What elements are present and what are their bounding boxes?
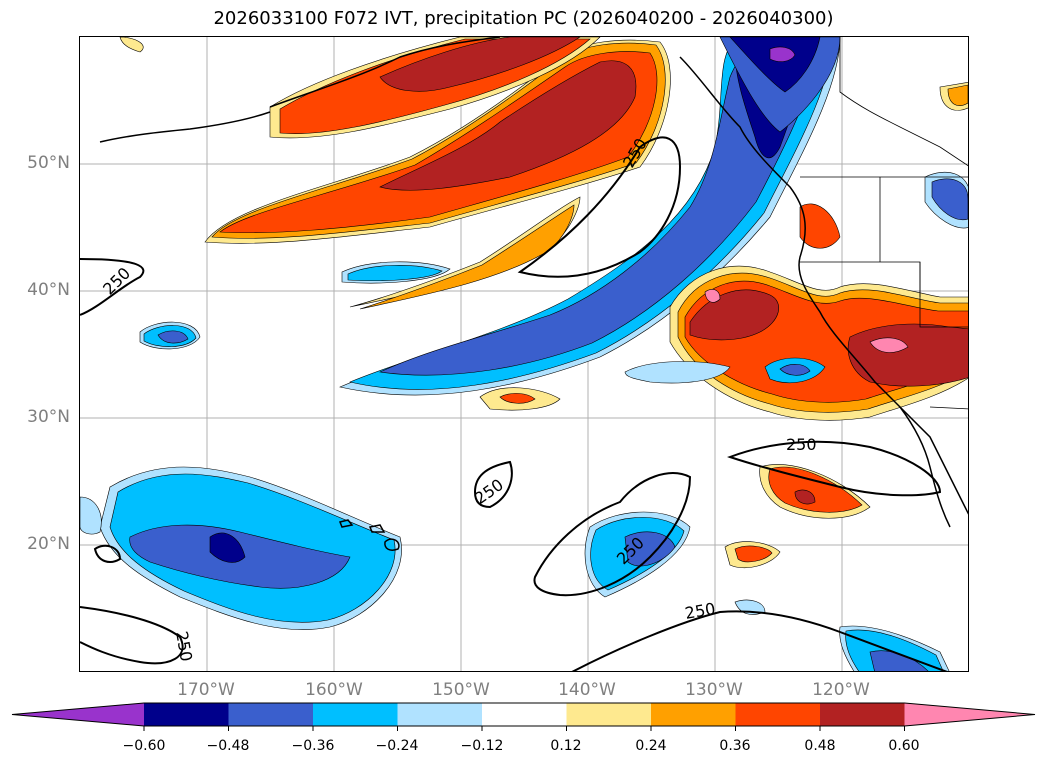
colorbar-segment [397, 703, 482, 726]
coastline-aleutians [99, 111, 271, 143]
ivt-contour-central [473, 460, 513, 509]
coastline-hawaii-1 [338, 519, 354, 528]
lat-label-20n: 20°N [27, 534, 70, 554]
colorbar-tick-label: −0.36 [291, 738, 335, 754]
colorbar-tick-label: −0.60 [122, 738, 166, 754]
ivt-contour-coastal [517, 136, 682, 278]
coastline-baja [899, 406, 951, 528]
colorbar-segment [566, 703, 651, 726]
coastline-na-west [679, 56, 968, 515]
colorbar-segment [228, 703, 313, 726]
ivt-contour-sw [80, 606, 184, 665]
colorbar-outline [11, 702, 1036, 727]
lon-label-160w: 160°W [305, 680, 363, 700]
coastlines [99, 37, 968, 551]
lat-label-50n: 50°N [27, 153, 70, 173]
positive-band-north [204, 37, 671, 244]
colorbar-segment [144, 703, 229, 726]
colorbar-segment [651, 703, 736, 726]
contour-label-se: 250 [683, 599, 716, 623]
colorbar-tick-label: 0.60 [888, 738, 920, 754]
positive-region-california [669, 265, 968, 421]
colorbar-tick-label: −0.48 [206, 738, 250, 754]
positive-band-mid [349, 196, 581, 310]
lon-label-120w: 120°W [812, 680, 870, 700]
political-borders [800, 37, 968, 410]
ivt-contours [80, 136, 948, 671]
colorbar-segment [313, 703, 398, 726]
colorbar-tick-label: 0.24 [635, 738, 667, 754]
border-us-mexico [929, 406, 968, 410]
colorbar-segment [482, 703, 567, 726]
colorbar-tick-label: 0.48 [804, 738, 836, 754]
coastline-hawaii-2 [368, 524, 386, 533]
contour-label-central: 250 [471, 475, 507, 508]
lat-label-40n: 40°N [27, 280, 70, 300]
map-panel: 250 250 250 250 250 250 250 [79, 36, 969, 672]
ivt-contour-east [727, 440, 942, 497]
ivt-contour-west [80, 258, 145, 316]
map-canvas: 250 250 250 250 250 250 250 [80, 37, 968, 671]
ivt-contour-hawaii [93, 544, 122, 563]
negative-band-coast [339, 37, 841, 396]
lon-label-140w: 140°W [558, 680, 616, 700]
border-alaska-canada [839, 37, 968, 167]
colorbar-segment [820, 703, 905, 726]
lon-label-170w: 170°W [177, 680, 235, 700]
lat-label-30n: 30°N [27, 407, 70, 427]
colorbar-segment [735, 703, 820, 726]
coastline-hawaii-3 [384, 538, 400, 551]
colorbar-tick-label: −0.12 [460, 738, 504, 754]
colorbar-segments [11, 702, 1036, 727]
colorbar-tick-label: 0.36 [719, 738, 751, 754]
negative-patches-west [80, 171, 968, 671]
contour-label-east: 250 [786, 435, 817, 454]
map-title: 2026033100 F072 IVT, precipitation PC (2… [213, 8, 834, 29]
lon-label-150w: 150°W [432, 680, 490, 700]
lon-label-130w: 130°W [685, 680, 743, 700]
contour-label-west: 250 [99, 264, 134, 299]
colorbar-tick-label: 0.12 [550, 738, 582, 754]
coastline-alaska [269, 37, 501, 108]
colorbar-tick-label: −0.24 [375, 738, 419, 754]
colorbar-extend-low [12, 703, 144, 726]
colorbar-extend-high [904, 703, 1035, 726]
positive-patches [119, 37, 968, 569]
ivt-contour-se [571, 610, 948, 671]
negative-patch-california [624, 357, 826, 384]
colorbar-ticks [143, 726, 905, 731]
ivt-contour-south [533, 472, 692, 597]
